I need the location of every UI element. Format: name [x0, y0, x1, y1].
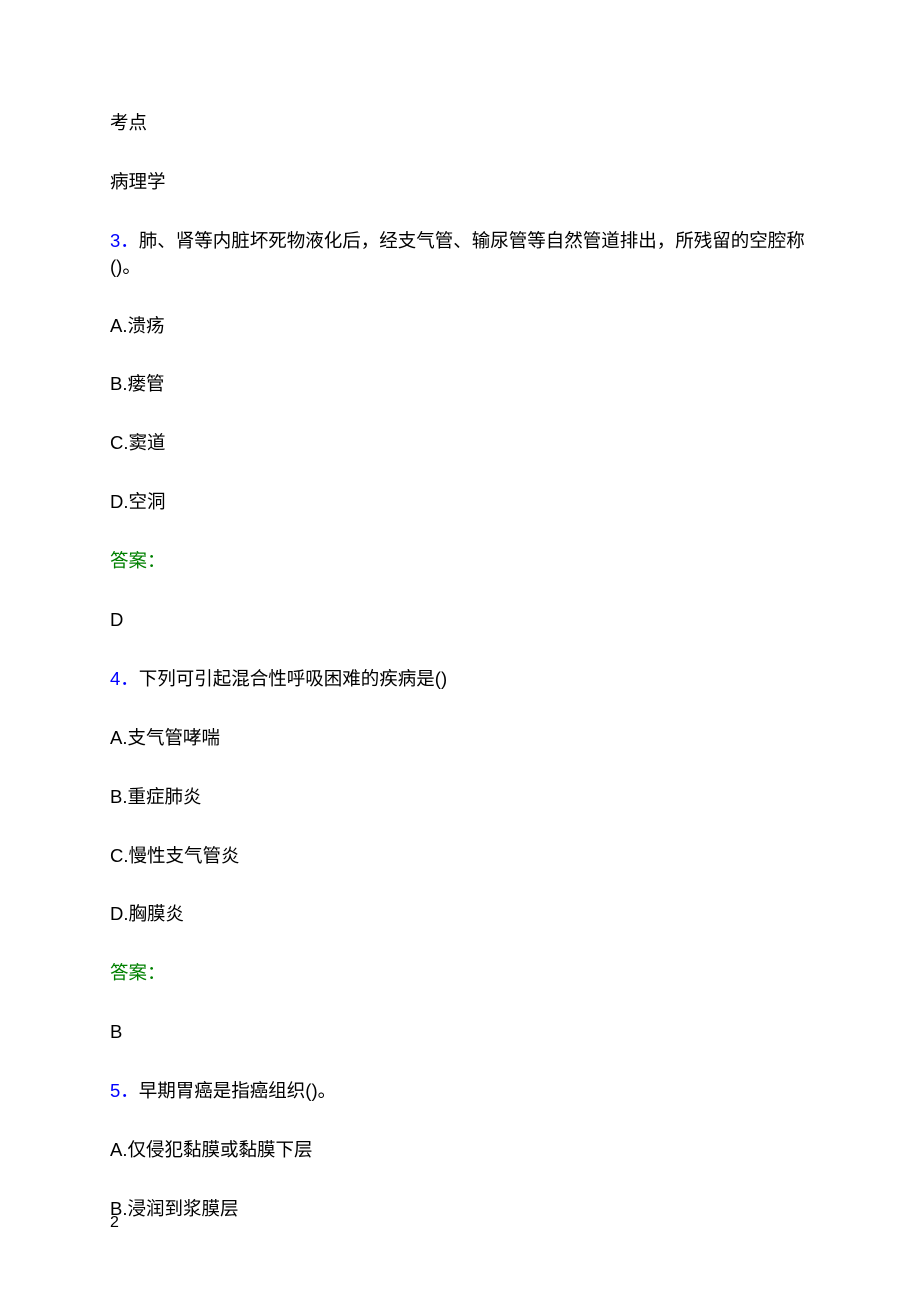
subject-text: 病理学 [110, 169, 810, 195]
question-number: 5． [110, 1080, 139, 1101]
answer-label-text: 答案： [110, 550, 166, 571]
answer-label: 答案： [110, 548, 810, 574]
question-3: 3．肺、肾等内脏坏死物液化后，经支气管、输尿管等自然管道排出，所残留的空腔称()… [110, 228, 810, 280]
kaodian-label: 考点 [110, 110, 810, 136]
option-d: D.空洞 [110, 489, 810, 515]
answer-value: D [110, 607, 810, 633]
question-text: 肺、肾等内脏坏死物液化后，经支气管、输尿管等自然管道排出，所残留的空腔称()。 [110, 230, 805, 277]
question-text: 早期胃癌是指癌组织()。 [139, 1080, 336, 1101]
answer-value: B [110, 1019, 810, 1045]
question-text: 下列可引起混合性呼吸困难的疾病是() [139, 668, 447, 689]
option-d: D.胸膜炎 [110, 901, 810, 927]
page-number: 2 [110, 1214, 119, 1232]
question-number: 3． [110, 230, 139, 251]
option-a: A.溃疡 [110, 313, 810, 339]
option-b: B.浸润到浆膜层 [110, 1196, 810, 1222]
question-number: 4． [110, 668, 139, 689]
answer-label-text: 答案： [110, 962, 166, 983]
document-page: 考点 病理学 3．肺、肾等内脏坏死物液化后，经支气管、输尿管等自然管道排出，所残… [0, 0, 920, 1222]
question-4: 4．下列可引起混合性呼吸困难的疾病是() [110, 666, 810, 692]
option-b: B.瘘管 [110, 371, 810, 397]
option-a: A.支气管哮喘 [110, 725, 810, 751]
option-a: A.仅侵犯黏膜或黏膜下层 [110, 1137, 810, 1163]
question-5: 5．早期胃癌是指癌组织()。 [110, 1078, 810, 1104]
answer-label: 答案： [110, 960, 810, 986]
option-c: C.窦道 [110, 430, 810, 456]
option-c: C.慢性支气管炎 [110, 843, 810, 869]
option-b: B.重症肺炎 [110, 784, 810, 810]
